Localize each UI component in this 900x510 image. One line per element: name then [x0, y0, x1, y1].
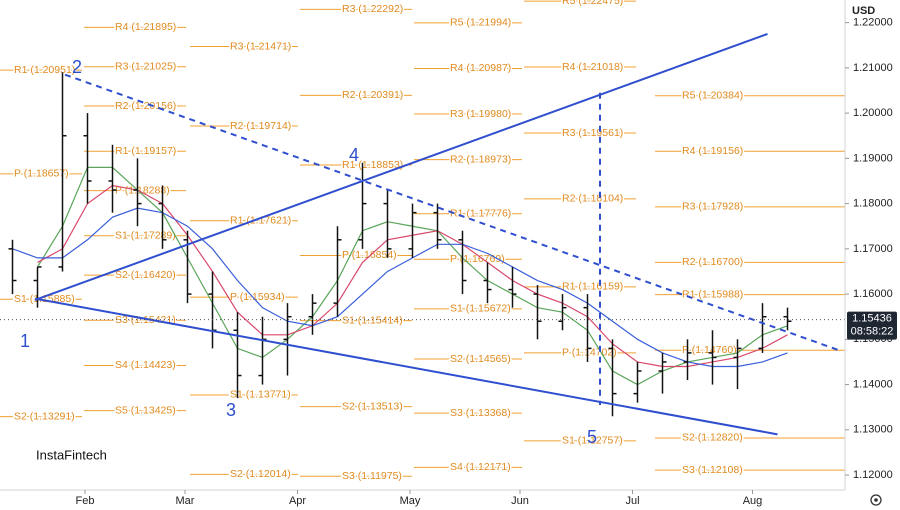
x-tick-label: May — [400, 495, 421, 507]
pivot-label: R3 (1.17928) — [682, 201, 743, 213]
pivot-label: S2 (1.16420) — [115, 269, 176, 281]
pivot-label: R3 (1.21471) — [230, 40, 291, 52]
y-tick-label: 1.17000 — [853, 243, 893, 255]
y-tick-label: 1.13000 — [853, 424, 893, 436]
pivot-label: R4 (1.20987) — [450, 62, 511, 74]
settings-icon[interactable] — [870, 494, 882, 506]
pivot-label: S2 (1.12014) — [230, 468, 291, 480]
wave-label: 1 — [20, 331, 30, 351]
pivot-label: S1 (1.17289) — [115, 230, 176, 242]
pivot-label: P (1.15934) — [230, 291, 285, 303]
price-tag — [847, 311, 897, 340]
wave-label: 2 — [72, 57, 82, 77]
pivot-label: R3 (1.19561) — [562, 127, 623, 139]
wave-label: 4 — [349, 145, 359, 165]
pivot-label: R1 (1.20951) — [14, 64, 75, 76]
x-tick-label: Apr — [289, 495, 306, 507]
pivot-label: S4 (1.12171) — [450, 461, 511, 473]
price-tag-value: 1.15436 — [852, 313, 892, 325]
pivot-label: R4 (1.21018) — [562, 61, 623, 73]
x-tick-label: Feb — [76, 495, 95, 507]
currency-label: USD — [852, 5, 875, 17]
x-tick-label: Jul — [625, 495, 639, 507]
pivot-label: R1 (1.18853) — [342, 159, 403, 171]
pivot-label: S2 (1.14565) — [450, 353, 511, 365]
wave-label: 3 — [226, 400, 236, 420]
y-tick-label: 1.18000 — [853, 198, 893, 210]
pivot-label: S5 (1.13425) — [115, 404, 176, 416]
pivot-label: R3 (1.19980) — [450, 108, 511, 120]
x-tick-label: Aug — [743, 495, 763, 507]
y-tick-label: 1.19000 — [853, 152, 893, 164]
price-tag-countdown: 08:58:22 — [851, 326, 894, 338]
pivot-label: R2 (1.20391) — [342, 89, 403, 101]
y-tick-label: 1.16000 — [853, 288, 893, 300]
pivot-label: R1 (1.17621) — [230, 215, 291, 227]
pivot-label: R2 (1.18104) — [562, 193, 623, 205]
price-axis-panel — [845, 0, 900, 510]
pivot-label: P (1.14760) — [682, 344, 737, 356]
trendline — [64, 73, 841, 352]
y-tick-label: 1.20000 — [853, 107, 893, 119]
pivot-label: S1 (1.12757) — [562, 435, 623, 447]
pivot-label: R2 (1.18973) — [450, 153, 511, 165]
pivot-label: S1 (1.15672) — [450, 303, 511, 315]
pivot-label: R4 (1.19156) — [682, 145, 743, 157]
pivot-label: R1 (1.17776) — [450, 208, 511, 220]
pivot-label: S1 (1.13771) — [230, 389, 291, 401]
pivot-label: P (1.18288) — [115, 184, 170, 196]
watermark: InstaFintech — [36, 447, 107, 462]
y-tick-label: 1.12000 — [853, 469, 893, 481]
pivot-label: R1 (1.19157) — [115, 145, 176, 157]
time-axis-panel — [0, 490, 845, 510]
x-tick-label: Mar — [176, 495, 195, 507]
pivot-label: S1 (1.15414) — [342, 314, 403, 326]
pivot-label: S3 (1.12108) — [682, 464, 743, 476]
pivot-label: R3 (1.21025) — [115, 61, 176, 73]
pivot-label: R5 (1.22475) — [562, 0, 623, 7]
pivot-label: R3 (1.22292) — [342, 3, 403, 15]
pivot-label: P (1.18657) — [14, 168, 69, 180]
pivot-label: S4 (1.14423) — [115, 359, 176, 371]
pivot-label: R5 (1.20384) — [682, 90, 743, 102]
pivot-label: R1 (1.16159) — [562, 281, 623, 293]
pivot-label: R4 (1.21895) — [115, 21, 176, 33]
trendline — [34, 32, 768, 301]
pivot-label: R2 (1.16700) — [682, 256, 743, 268]
y-tick-label: 1.22000 — [853, 17, 893, 29]
pivot-label: P (1.16854) — [342, 249, 397, 261]
pivot-label: S2 (1.13291) — [14, 410, 75, 422]
pivot-label: S2 (1.12820) — [682, 432, 743, 444]
pivot-label: S3 (1.11975) — [342, 470, 402, 482]
plot-area: R1 (1.20951)P (1.18657)S1 (1.15885)S2 (1… — [0, 0, 845, 483]
y-tick-label: 1.14000 — [853, 378, 893, 390]
moving-average — [12, 207, 788, 368]
y-tick-label: 1.21000 — [853, 62, 893, 74]
pivot-label: S2 (1.13513) — [342, 400, 403, 412]
pivot-label: R1 (1.15988) — [682, 288, 743, 300]
pivot-label: R2 (1.20156) — [115, 100, 176, 112]
pivot-label: R5 (1.21994) — [450, 17, 511, 29]
pivot-label: R2 (1.19714) — [230, 120, 291, 132]
wave-label: 5 — [587, 427, 597, 447]
x-tick-label: Jun — [511, 495, 529, 507]
trendline — [34, 297, 778, 436]
pivot-label: S3 (1.13368) — [450, 407, 511, 419]
